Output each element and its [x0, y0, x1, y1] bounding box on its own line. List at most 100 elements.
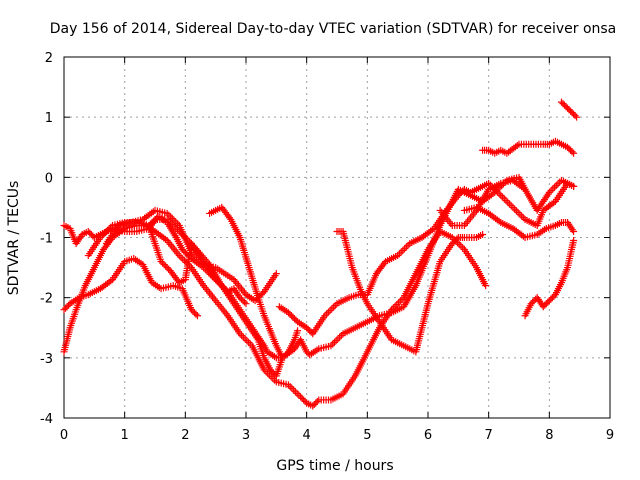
data-point — [456, 190, 464, 198]
data-point — [451, 237, 459, 245]
data-point — [571, 112, 579, 120]
data-point — [304, 325, 312, 333]
data-marks — [60, 98, 581, 410]
data-point — [453, 235, 461, 243]
data-point — [87, 230, 95, 238]
y-tick-label: -1 — [40, 232, 53, 247]
data-point — [238, 331, 246, 339]
data-point — [497, 191, 505, 199]
data-point — [236, 294, 244, 302]
data-point — [561, 101, 568, 109]
data-point — [457, 242, 465, 250]
data-point — [190, 309, 198, 317]
data-point — [60, 306, 68, 314]
data-point — [565, 145, 573, 153]
data-point — [507, 202, 515, 210]
data-point — [175, 252, 183, 260]
data-point — [170, 216, 178, 224]
data-point — [159, 259, 167, 267]
data-point — [217, 281, 225, 289]
data-point — [148, 218, 156, 226]
data-point — [541, 301, 549, 309]
data-point — [331, 301, 339, 309]
data-point — [165, 211, 173, 219]
data-point — [257, 291, 265, 299]
data-point — [189, 307, 197, 315]
data-point — [539, 303, 547, 311]
data-point — [545, 297, 553, 305]
data-point — [162, 262, 170, 270]
data-point — [513, 142, 521, 150]
data-point — [499, 193, 507, 201]
data-point — [157, 258, 165, 266]
data-point — [160, 261, 168, 269]
data-point — [266, 366, 274, 374]
data-series — [436, 176, 578, 229]
data-point — [291, 315, 299, 323]
data-point — [544, 298, 552, 306]
data-point — [146, 220, 154, 228]
data-point — [187, 306, 195, 314]
data-point — [570, 237, 578, 245]
data-point — [395, 299, 403, 307]
data-point — [564, 143, 572, 151]
data-point — [500, 195, 508, 203]
data-point — [399, 246, 407, 254]
data-point — [552, 181, 560, 189]
data-series — [275, 179, 578, 338]
data-point — [149, 217, 157, 225]
data-point — [272, 270, 280, 278]
data-point — [86, 229, 94, 237]
data-point — [548, 294, 556, 302]
data-point — [394, 252, 402, 260]
data-point — [396, 297, 404, 305]
data-series — [479, 137, 578, 157]
data-point — [259, 289, 267, 297]
y-tick-label: -3 — [40, 352, 53, 367]
data-point — [324, 308, 332, 316]
grid-lines — [64, 57, 610, 418]
data-point — [310, 400, 318, 408]
x-tick-label: 5 — [363, 428, 371, 443]
x-tick-label: 2 — [181, 428, 189, 443]
data-point — [568, 148, 576, 156]
data-point — [565, 106, 573, 114]
data-point — [448, 240, 456, 248]
data-point — [290, 386, 298, 394]
data-point — [288, 384, 296, 392]
data-point — [295, 391, 303, 399]
data-point — [300, 396, 308, 404]
data-point — [330, 338, 338, 346]
data-point — [268, 367, 276, 375]
x-tick-label: 1 — [121, 428, 129, 443]
data-point — [84, 227, 92, 235]
data-point — [568, 109, 576, 117]
data-point — [336, 333, 344, 341]
data-point — [509, 203, 517, 211]
data-point — [294, 327, 302, 335]
x-tick-label: 0 — [60, 428, 68, 443]
data-point — [397, 248, 405, 256]
data-point — [243, 337, 251, 345]
data-point — [570, 227, 578, 235]
data-point — [547, 295, 555, 303]
data-point — [193, 312, 201, 320]
data-point — [559, 100, 567, 108]
data-point — [530, 297, 538, 305]
data-point — [293, 390, 301, 398]
data-point — [251, 297, 259, 305]
data-point — [402, 243, 410, 251]
data-point — [514, 209, 522, 217]
data-series — [145, 221, 250, 308]
data-point — [278, 354, 286, 362]
data-point — [570, 182, 578, 190]
data-point — [459, 244, 467, 252]
data-point — [516, 210, 524, 218]
y-axis-label: SDTVAR / TECUs — [6, 181, 22, 296]
data-point — [570, 149, 578, 157]
data-series — [521, 237, 578, 320]
data-point — [163, 264, 171, 272]
data-point — [239, 297, 247, 305]
data-point — [567, 146, 575, 154]
